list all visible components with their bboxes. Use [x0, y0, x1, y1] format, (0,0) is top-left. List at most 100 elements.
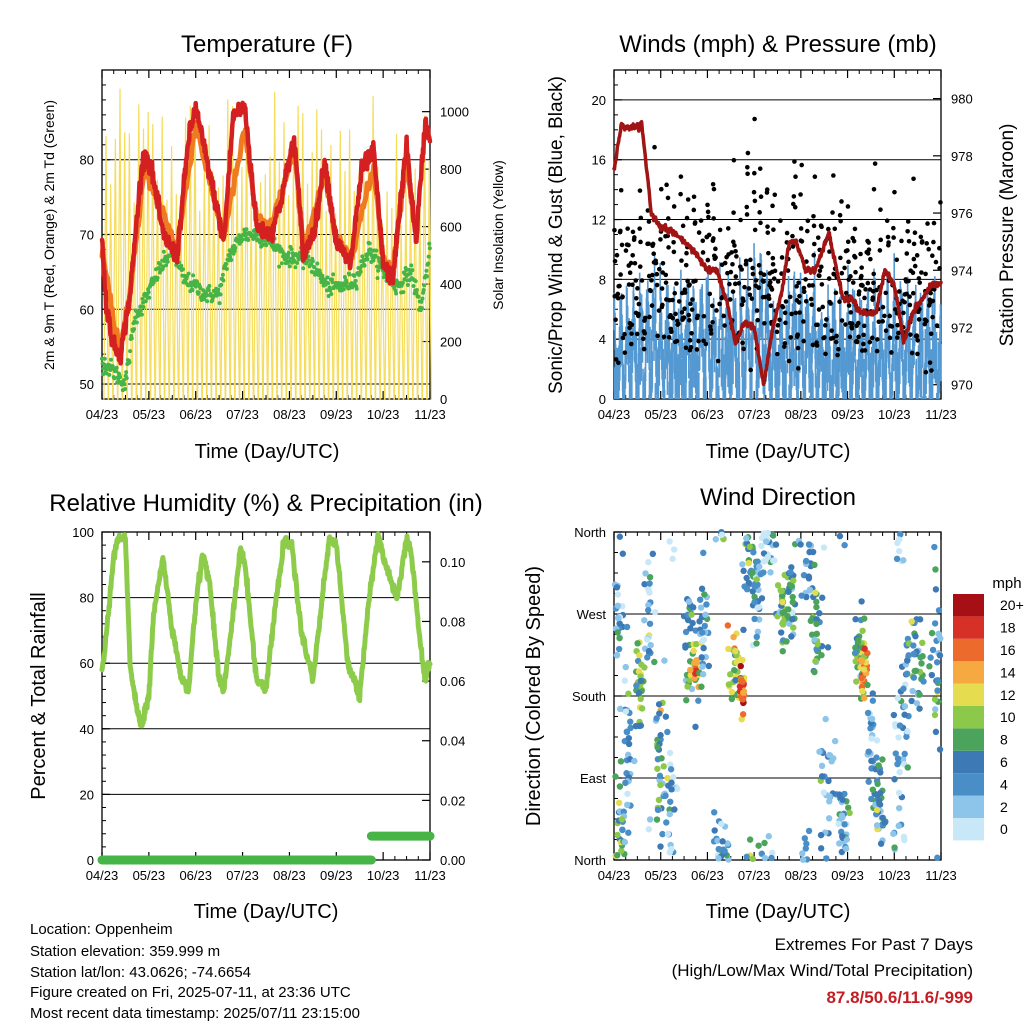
gust-point [656, 308, 662, 313]
gust-point [676, 321, 681, 327]
dewpoint-point [224, 266, 229, 271]
direction-point [779, 621, 787, 628]
direction-point [749, 569, 756, 576]
gust-point [617, 283, 622, 289]
footer-recent: Most recent data timestamp: 2025/07/11 2… [30, 1005, 360, 1022]
direction-point [666, 538, 673, 545]
gust-point [891, 235, 896, 240]
gust-point [850, 280, 856, 285]
temperature-xtick-label: 09/23 [320, 407, 353, 422]
direction-point [814, 640, 821, 648]
dewpoint-point [196, 290, 201, 295]
gust-point [682, 290, 688, 295]
direction-point [904, 764, 911, 771]
direction-point [737, 662, 744, 670]
gust-point [909, 350, 915, 356]
gust-point [665, 195, 671, 201]
direction-point [824, 644, 832, 651]
direction-point [835, 820, 842, 828]
dewpoint-point [320, 273, 325, 278]
winds-ytick-label: 16 [592, 153, 606, 168]
gust-point [902, 299, 907, 305]
gust-point [915, 351, 920, 357]
gust-point [622, 350, 628, 355]
dewpoint-point [108, 357, 113, 362]
direction-point [799, 856, 807, 863]
solar-spike [314, 109, 320, 400]
gust-point [743, 258, 749, 264]
gust-point [615, 291, 621, 297]
gust-point [758, 220, 763, 226]
direction-point [936, 652, 944, 659]
gust-point [770, 262, 776, 267]
gust-point [839, 318, 845, 323]
direction-point [859, 627, 866, 634]
direction-point [658, 755, 665, 762]
gust-point [691, 207, 697, 213]
direction-point [616, 634, 623, 642]
gust-point [613, 357, 619, 362]
direction-point [772, 541, 780, 548]
gust-point [652, 144, 657, 150]
gust-point [896, 330, 901, 336]
solar-spike [107, 184, 114, 400]
dewpoint-point [224, 262, 229, 267]
gust-point [924, 318, 929, 324]
direction-point [731, 667, 738, 674]
gust-point [757, 166, 763, 171]
direction-point [651, 608, 659, 616]
gust-point [749, 296, 755, 301]
dewpoint-point [411, 284, 416, 289]
direction-point [805, 575, 813, 582]
dewpoint-point [376, 268, 381, 273]
direction-point [705, 662, 713, 670]
dewpoint-point [232, 249, 237, 254]
direction-point [813, 603, 820, 611]
gust-point [924, 241, 930, 246]
dewpoint-point [293, 265, 298, 270]
direction-point [785, 606, 792, 613]
dewpoint-point [121, 378, 126, 383]
solar-spike [351, 190, 357, 400]
solar-spike [286, 194, 292, 400]
gust-point [755, 317, 760, 323]
direction-point [635, 689, 643, 697]
direction-point [624, 790, 631, 797]
solar-spike [318, 129, 325, 400]
direction-point [861, 645, 868, 652]
gust-point [805, 228, 810, 234]
gust-point [843, 290, 849, 296]
direction-point [895, 789, 903, 797]
direction-point [657, 732, 664, 739]
direction-point [895, 822, 902, 830]
gust-point [801, 289, 807, 295]
dewpoint-point [424, 268, 429, 273]
direction-point [662, 713, 670, 720]
winds-xlabel: Time (Day/UTC) [706, 441, 851, 463]
gust-point [653, 260, 659, 266]
direction-point [612, 773, 619, 780]
dewpoint-point [179, 263, 184, 268]
gust-point [860, 283, 865, 288]
direction-point [761, 854, 769, 862]
direction-point [904, 657, 911, 664]
gust-point [916, 317, 922, 322]
gust-point [670, 297, 675, 303]
direction-point [764, 553, 772, 561]
direction-point [920, 678, 927, 685]
gust-point [694, 347, 700, 352]
dewpoint-point [312, 265, 317, 270]
direction-panel: Wind Direction Time (Day/UTC) Direction … [523, 484, 1022, 923]
dewpoint-point [143, 299, 148, 304]
humidity-y2tick-label: 0.06 [440, 674, 465, 689]
direction-point [869, 786, 877, 793]
gust-point [783, 320, 788, 326]
direction-point [783, 638, 790, 645]
direction-point [873, 822, 881, 829]
colorbar-swatch [953, 773, 984, 796]
gust-point [919, 239, 925, 244]
gust-point [836, 346, 841, 352]
direction-point [805, 827, 813, 835]
humidity-y2tick-label: 0.00 [440, 853, 465, 868]
direction-point [841, 821, 848, 828]
